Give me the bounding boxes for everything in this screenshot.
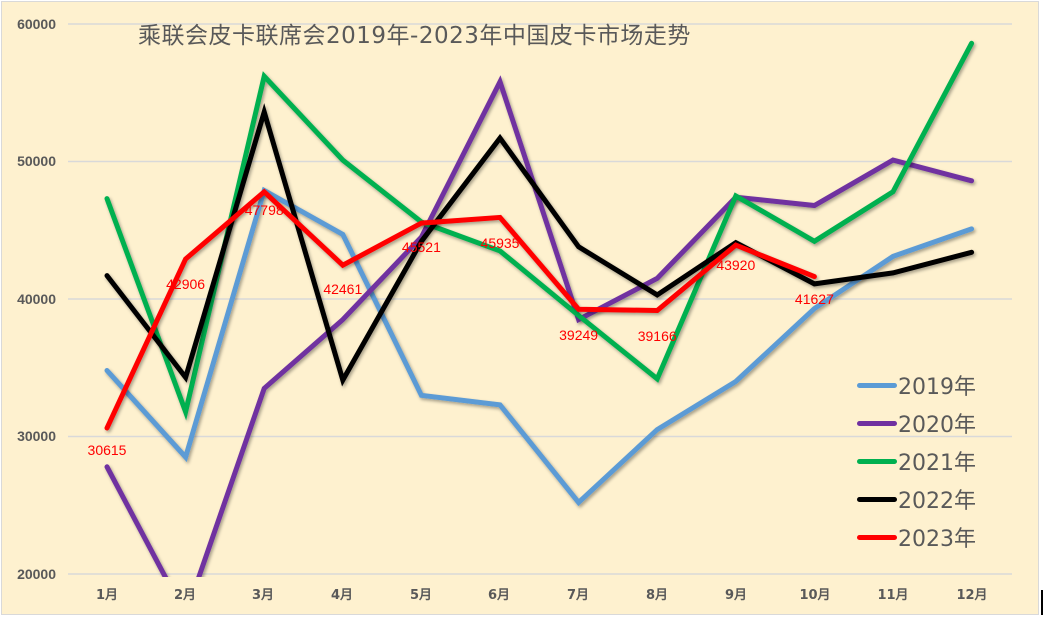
data-label: 42906: [166, 276, 206, 293]
x-tick: 7月: [566, 588, 590, 603]
legend-swatch-2022: [857, 496, 897, 502]
x-tick: 6月: [487, 588, 511, 603]
data-label: 39166: [637, 328, 677, 345]
data-label: 45521: [401, 239, 441, 256]
x-tick: 11月: [877, 588, 909, 603]
series-line-2020: [104, 75, 975, 577]
series-line-2021: [104, 40, 975, 421]
series-lines: [104, 40, 975, 577]
x-tick: 9月: [724, 588, 748, 603]
x-tick: 8月: [645, 588, 669, 603]
data-label: 47798: [244, 201, 284, 218]
x-tick: 1月: [95, 588, 119, 603]
legend-item-2019: 2019年: [857, 366, 976, 404]
legend-label: 2022年: [898, 489, 976, 514]
series-line-2019: [104, 186, 975, 507]
legend-swatch-2023: [857, 534, 897, 540]
y-tick: 30000: [17, 428, 56, 444]
legend-item-2021: 2021年: [857, 442, 976, 480]
data-label: 41627: [794, 290, 834, 307]
y-tick: 20000: [17, 566, 56, 582]
x-tick: 3月: [251, 588, 275, 603]
legend-item-2022: 2022年: [857, 480, 976, 518]
x-tick: 5月: [409, 588, 433, 603]
series-line-2023: [104, 188, 817, 431]
legend-label: 2023年: [898, 527, 976, 552]
legend: 2019年 2020年 2021年 2022年 2023年: [857, 366, 976, 556]
x-tick: 4月: [330, 588, 354, 603]
cursor-mark: [1041, 590, 1043, 615]
legend-swatch-2021: [857, 458, 897, 464]
series-line-2022: [104, 103, 975, 387]
x-tick: 2月: [173, 588, 197, 603]
gridlines: [68, 23, 1012, 575]
legend-label: 2021年: [898, 451, 976, 476]
legend-swatch-2020: [857, 420, 897, 426]
legend-swatch-2019: [857, 382, 897, 388]
legend-item-2020: 2020年: [857, 404, 976, 442]
legend-label: 2020年: [898, 413, 976, 438]
y-tick: 40000: [17, 291, 56, 307]
x-tick: 12月: [956, 588, 988, 603]
data-label: 45935: [480, 235, 520, 252]
data-label: 30615: [87, 442, 127, 459]
legend-item-2023: 2023年: [857, 518, 976, 556]
chart-title: 乘联会皮卡联席会2019年-2023年中国皮卡市场走势: [138, 23, 691, 49]
legend-label: 2019年: [898, 375, 976, 400]
y-tick: 50000: [17, 153, 56, 169]
x-tick: 10月: [799, 588, 831, 603]
data-label: 42461: [323, 281, 363, 298]
data-label: 39249: [559, 327, 599, 344]
data-label: 43920: [716, 257, 756, 274]
y-tick: 60000: [17, 16, 56, 32]
